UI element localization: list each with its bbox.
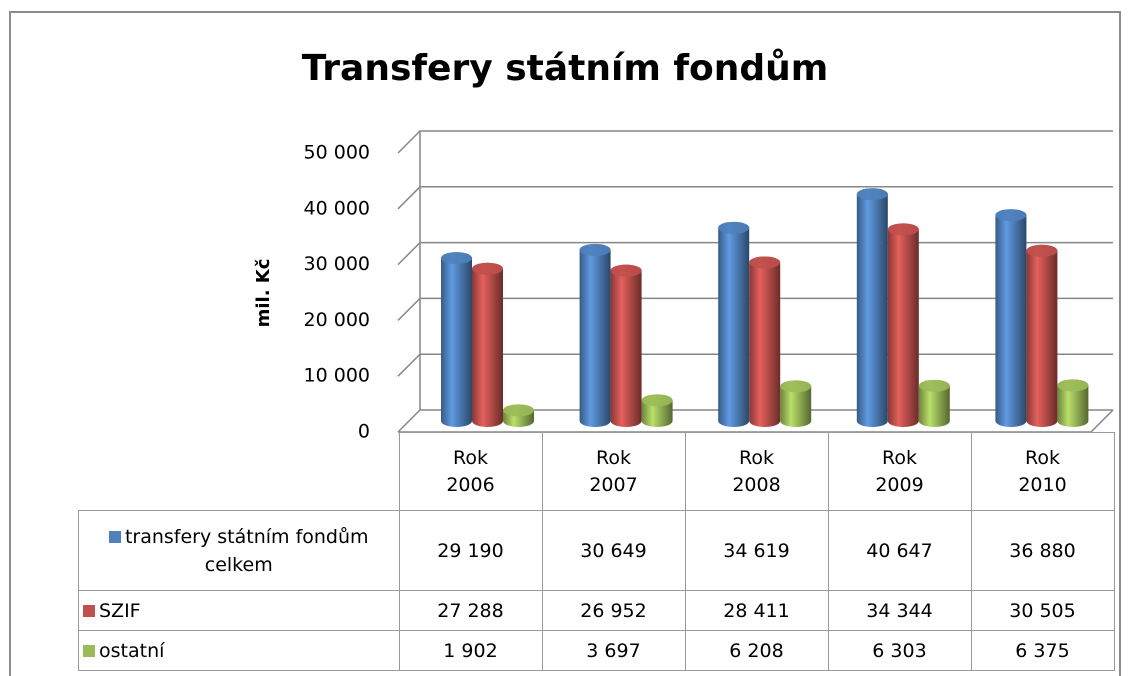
chart-title: Transfery státním fondům: [302, 48, 829, 89]
bar-top: [856, 188, 888, 201]
table-header-cell: Rok 2010: [970, 432, 1115, 511]
bar-top: [918, 379, 950, 392]
grid-line: [397, 130, 1113, 154]
category-label: Rok 2008: [732, 446, 781, 496]
bar-top: [503, 404, 534, 417]
table-value: 28 411: [684, 590, 829, 631]
table-row: transfery státním fondům celkem 29 190 30 …: [78, 510, 1115, 591]
bar-top: [1057, 379, 1089, 392]
y-tick-label: 10 000: [304, 365, 370, 387]
y-axis-title: mil. Kč: [253, 259, 274, 328]
bar-top: [641, 394, 673, 407]
table-value: 30 649: [541, 510, 686, 591]
table-corner: [79, 433, 400, 511]
chart-frame: [9, 11, 1121, 676]
bar: [856, 188, 888, 428]
table-value: 40 647: [827, 510, 972, 591]
legend-cell: ostatní: [78, 630, 400, 671]
table-value: 26 952: [541, 590, 686, 631]
bar: [887, 223, 919, 428]
legend-label: ostatní: [99, 639, 165, 662]
bar: [472, 262, 503, 427]
category-label: Rok 2009: [875, 446, 924, 496]
legend-entry: transfery státním fondům celkem: [79, 523, 399, 579]
bar: [441, 252, 472, 428]
bar: [780, 380, 812, 428]
table-value: 3 697: [541, 630, 686, 671]
legend-cell: transfery státním fondům celkem: [78, 510, 400, 591]
bar-top: [472, 262, 503, 275]
bar: [579, 243, 611, 428]
bar-top: [780, 380, 812, 393]
table-row: SZIF 27 288 26 952 28 411 34 344 30 505: [78, 590, 1115, 631]
table-value: 6 303: [827, 630, 972, 671]
table-header-row: Rok 2006 Rok 2007 Rok 2008 Rok 2009 Rok 2010: [79, 432, 1115, 511]
y-tick-label: 0: [358, 421, 370, 443]
legend-label: transfery státním fondům celkem: [124, 525, 369, 576]
bar-top: [718, 221, 750, 234]
category-label: Rok 2010: [1018, 446, 1067, 496]
table-row: ostatní 1 902 3 697 6 208 6 303 6 375: [78, 630, 1115, 671]
bar-top: [579, 243, 611, 256]
data-table: Rok 2006 Rok 2007 Rok 2008 Rok 2009 Rok 2010…: [78, 432, 1115, 671]
table-header-cell: Rok 2009: [827, 432, 972, 511]
y-tick-label: 50 000: [304, 142, 370, 164]
bar: [610, 264, 642, 428]
table-value: 29 190: [398, 510, 543, 591]
table-header-cell: Rok 2008: [684, 432, 829, 511]
grid-line: [397, 186, 1113, 210]
legend-label: SZIF: [99, 599, 141, 622]
y-tick-label: 40 000: [304, 197, 370, 219]
bar: [718, 221, 750, 428]
bar: [995, 209, 1027, 428]
legend-entry: SZIF: [79, 597, 399, 625]
legend-entry: ostatní: [79, 637, 399, 665]
y-tick-label: 20 000: [304, 309, 370, 331]
table-value: 1 902: [398, 630, 543, 671]
table-value: 27 288: [398, 590, 543, 631]
category-label: Rok 2006: [446, 446, 495, 496]
table-value: 6 208: [684, 630, 829, 671]
y-tick-label: 30 000: [304, 253, 370, 275]
legend-swatch: [108, 530, 121, 543]
bar-top: [887, 223, 919, 236]
table-header-cell: Rok 2006: [398, 432, 543, 511]
table-value: 36 880: [970, 510, 1115, 591]
bar: [1057, 379, 1089, 428]
bar: [918, 379, 950, 428]
legend-cell: SZIF: [78, 590, 400, 631]
bar-top: [1026, 244, 1058, 257]
bar-top: [610, 264, 642, 277]
table-value: 34 344: [827, 590, 972, 631]
bar: [749, 256, 781, 428]
bar: [1026, 244, 1058, 428]
bar-top: [749, 256, 781, 269]
bar-top: [995, 209, 1027, 222]
legend-swatch: [83, 604, 95, 617]
table-value: 30 505: [970, 590, 1115, 631]
table-value: 34 619: [684, 510, 829, 591]
table-header-cell: Rok 2007: [541, 432, 686, 511]
category-label: Rok 2007: [589, 446, 638, 496]
bar-top: [441, 252, 472, 265]
legend-swatch: [83, 644, 95, 657]
table-value: 6 375: [970, 630, 1115, 671]
